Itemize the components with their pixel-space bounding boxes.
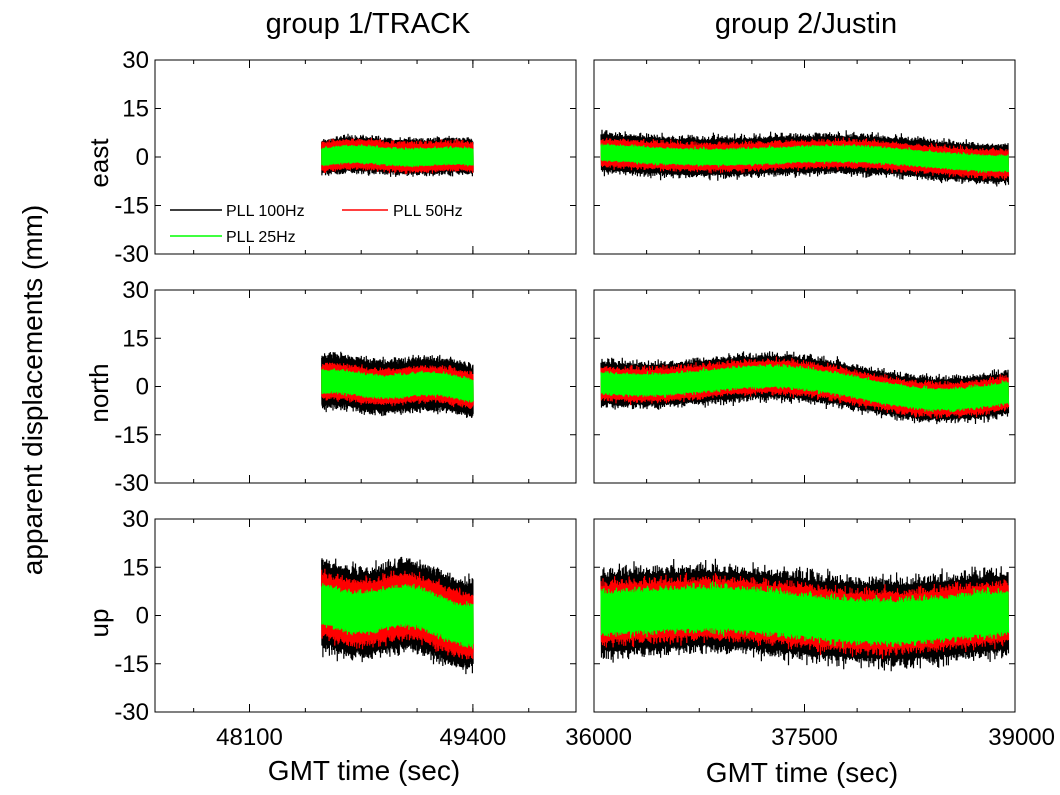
series-group (600, 351, 1010, 425)
series-pll-25hz (600, 363, 1010, 413)
x-tick-label: 36000 (565, 724, 632, 751)
legend: PLL 100Hz PLL 50Hz PLL 25Hz (170, 203, 463, 246)
series-group (600, 129, 1010, 187)
series-group (600, 558, 1010, 672)
x-tick-label: 39000 (988, 724, 1055, 751)
x-tick-label: 48100 (216, 724, 283, 751)
series-group (321, 133, 474, 177)
y-tick-label: -30 (114, 470, 149, 497)
y-tick-label: -30 (114, 241, 149, 268)
column-title-justin: group 2/Justin (715, 8, 897, 40)
y-tick-label: 30 (122, 277, 149, 304)
y-tick-label: 0 (136, 603, 149, 630)
legend-label-pll50: PLL 50Hz (393, 203, 463, 220)
panel-0-up: 30 15 0 -15 -30 48100 49400 (114, 506, 577, 751)
row-label-up: up (84, 609, 114, 638)
row-label-north: north (84, 363, 114, 422)
panel-0-north: 30 15 0 -15 -30 (114, 277, 577, 497)
y-tick-label: -15 (114, 422, 149, 449)
series-pll-25hz (600, 581, 1010, 648)
panel-1-north (593, 289, 1016, 484)
x-axis-label-track: GMT time (sec) (268, 755, 460, 786)
series-group (321, 556, 474, 675)
x-axis-label-justin: GMT time (sec) (706, 757, 898, 788)
legend-label-pll25: PLL 25Hz (226, 229, 296, 246)
panel-1-up: 36000 37500 39000 (565, 518, 1055, 751)
series-pll-25hz (321, 583, 474, 649)
y-tick-label: -15 (114, 651, 149, 678)
x-tick-label: 37500 (771, 724, 838, 751)
y-tick-label: 15 (122, 554, 149, 581)
legend-label-pll100: PLL 100Hz (226, 203, 305, 220)
series-pll-25hz (600, 143, 1010, 173)
series-pll-25hz (321, 368, 474, 403)
chart-panels: 30 15 0 -15 -30 30 15 0 -15 -30 30 15 0 -15 -30 48100 49… (114, 47, 1055, 751)
x-tick-label: 49400 (440, 724, 507, 751)
y-tick-label: 15 (122, 96, 149, 123)
y-tick-label: 15 (122, 325, 149, 352)
series-group (321, 351, 474, 418)
y-tick-label: 0 (136, 144, 149, 171)
row-label-east: east (84, 138, 114, 188)
panel-0-east: 30 15 0 -15 -30 (114, 47, 577, 268)
series-pll-25hz (321, 144, 474, 168)
y-tick-label: 30 (122, 506, 149, 533)
y-axis-label: apparent displacements (mm) (17, 205, 48, 575)
panel-1-east (593, 59, 1016, 255)
y-tick-label: 30 (122, 47, 149, 74)
y-tick-label: 0 (136, 374, 149, 401)
y-tick-label: -15 (114, 193, 149, 220)
y-tick-label: -30 (114, 699, 149, 726)
column-title-track: group 1/TRACK (266, 8, 471, 40)
